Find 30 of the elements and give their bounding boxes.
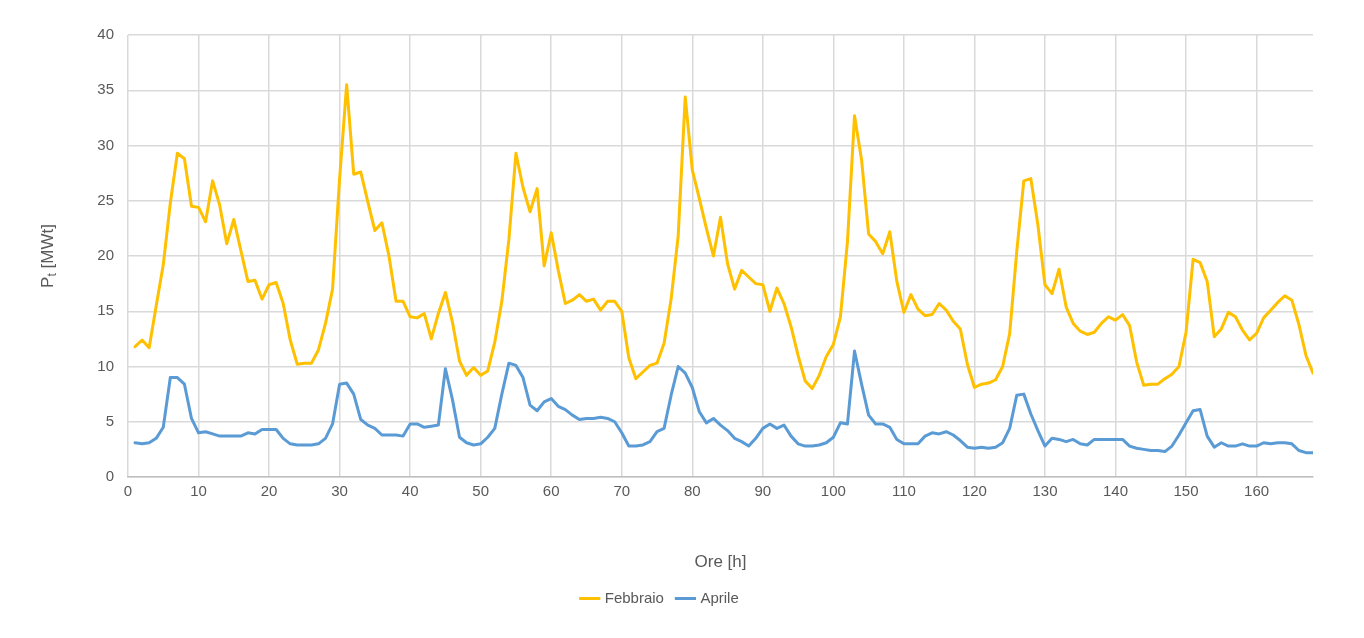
legend-label: Febbraio xyxy=(604,588,664,606)
x-tick-label: 50 xyxy=(472,482,490,500)
y-axis-title: Pt [MWt] xyxy=(37,224,60,288)
x-tick-label: 150 xyxy=(1173,482,1199,500)
x-tick-label: 90 xyxy=(754,482,772,500)
x-tick-label: 140 xyxy=(1102,482,1129,500)
x-tick-label: 70 xyxy=(613,482,631,500)
x-tick-label: 40 xyxy=(401,482,419,500)
x-tick-label: 130 xyxy=(1032,482,1058,500)
y-tick-label: 25 xyxy=(97,190,114,208)
x-tick-label: 80 xyxy=(683,482,701,500)
x-tick-label: 0 xyxy=(123,482,133,500)
x-tick-label: 20 xyxy=(260,482,278,500)
y-tick-label: 40 xyxy=(97,25,114,43)
x-tick-label: 120 xyxy=(961,482,987,500)
x-tick-label: 160 xyxy=(1244,482,1270,500)
y-tick-label: 15 xyxy=(97,301,114,319)
x-tick-label: 10 xyxy=(190,482,207,500)
y-tick-label: 5 xyxy=(105,411,114,429)
x-axis-title: Ore [h] xyxy=(694,552,747,572)
x-tick-label: 100 xyxy=(820,482,846,500)
y-tick-label: 10 xyxy=(97,356,114,374)
x-tick-label: 60 xyxy=(542,482,560,500)
y-tick-label: 0 xyxy=(105,467,114,485)
legend-label: Aprile xyxy=(700,588,739,606)
y-tick-label: 35 xyxy=(97,80,114,98)
y-tick-label: 30 xyxy=(97,135,114,153)
y-tick-label: 20 xyxy=(97,246,114,264)
x-tick-label: 110 xyxy=(891,482,916,500)
x-tick-label: 30 xyxy=(331,482,348,500)
